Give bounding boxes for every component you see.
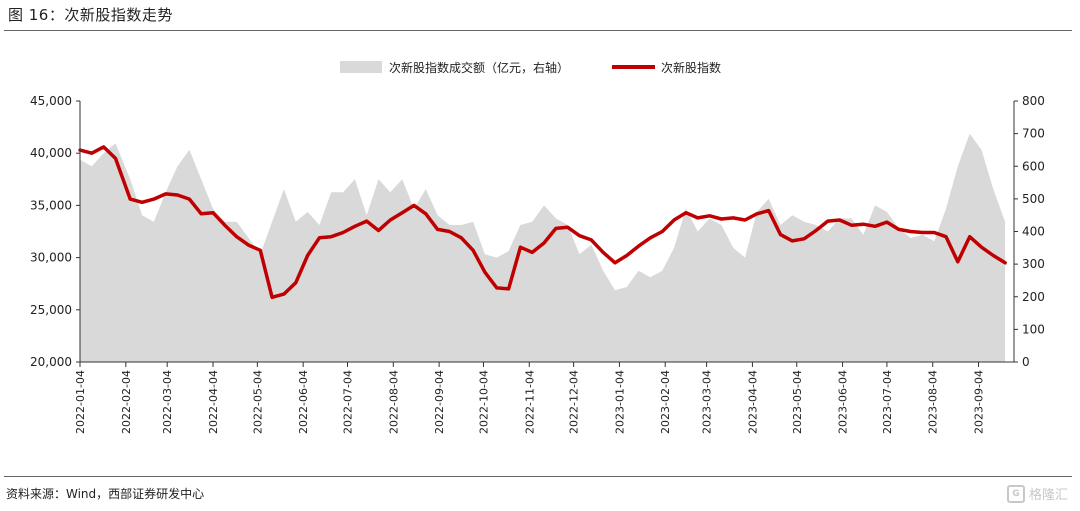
index-line-layer: [78, 145, 1007, 300]
figure-title: 图 16：次新股指数走势: [8, 6, 173, 24]
y-left-tick-label: 20,000: [30, 355, 72, 369]
y-right-tick-label: 800: [1022, 94, 1045, 108]
y-left-tick-label: 45,000: [30, 94, 72, 108]
x-tick-label: 2023-05-04: [791, 370, 804, 434]
x-tick-label: 2022-05-04: [251, 370, 264, 434]
x-tick-label: 2022-07-04: [341, 370, 354, 434]
y-right-tick-label: 500: [1022, 192, 1045, 206]
y-left-tick-label: 25,000: [30, 303, 72, 317]
legend-label-volume: 次新股指数成交额（亿元，右轴）: [389, 60, 569, 75]
x-tick-label: 2023-02-04: [659, 370, 672, 434]
y-right-tick-label: 100: [1022, 322, 1045, 336]
legend: 次新股指数成交额（亿元，右轴） 次新股指数: [340, 60, 721, 75]
x-tick-label: 2022-09-04: [433, 370, 446, 434]
source-note: 资料来源：Wind，西部证券研发中心: [6, 487, 205, 501]
x-tick-label: 2022-01-04: [74, 370, 87, 434]
y-right-tick-label: 200: [1022, 290, 1045, 304]
top-rule: [4, 30, 1072, 31]
y-left-tick-label: 40,000: [30, 146, 72, 160]
y-left-tick-label: 35,000: [30, 198, 72, 212]
axes: 20,000 25,000 30,000 35,000 40,000 45,000 0 100…: [30, 94, 1045, 434]
y-right-tick-label: 600: [1022, 159, 1045, 173]
x-tick-label: 2023-07-04: [881, 370, 894, 434]
legend-label-index: 次新股指数: [661, 60, 721, 75]
x-tick-label: 2023-04-04: [746, 370, 759, 434]
series-volume-area: [80, 133, 1006, 362]
y-right-tick-label: 300: [1022, 257, 1045, 271]
bottom-rule: [4, 476, 1072, 477]
x-tick-label: 2023-09-04: [973, 370, 986, 434]
x-tick-label: 2022-02-04: [120, 370, 133, 434]
x-tick-label: 2023-03-04: [701, 370, 714, 434]
x-tick-label: 2022-06-04: [297, 370, 310, 434]
y-right-tick-label: 700: [1022, 127, 1045, 141]
volume-area-layer: [80, 133, 1006, 362]
watermark-logo-icon: G: [1006, 484, 1025, 503]
x-tick-label: 2023-06-04: [837, 370, 850, 434]
x-tick-label: 2023-08-04: [927, 370, 940, 434]
watermark: G 格隆汇: [1006, 484, 1068, 503]
x-tick-label: 2022-12-04: [568, 370, 581, 434]
watermark-text: 格隆汇: [1028, 488, 1068, 503]
x-tick-label: 2022-08-04: [387, 370, 400, 434]
y-left-tick-label: 30,000: [30, 251, 72, 265]
x-tick-label: 2022-03-04: [161, 370, 174, 434]
chart: 次新股指数成交额（亿元，右轴） 次新股指数 20,000 25,000 30,000…: [30, 60, 1045, 434]
y-right-tick-label: 400: [1022, 225, 1045, 239]
x-tick-label: 2023-01-04: [613, 370, 626, 434]
x-tick-label: 2022-11-04: [523, 370, 536, 434]
legend-swatch-volume: [340, 61, 382, 73]
y-right-tick-label: 0: [1022, 355, 1030, 369]
series-index-line: [78, 145, 1007, 300]
x-tick-label: 2022-10-04: [477, 370, 490, 434]
x-tick-label: 2022-04-04: [207, 370, 220, 434]
